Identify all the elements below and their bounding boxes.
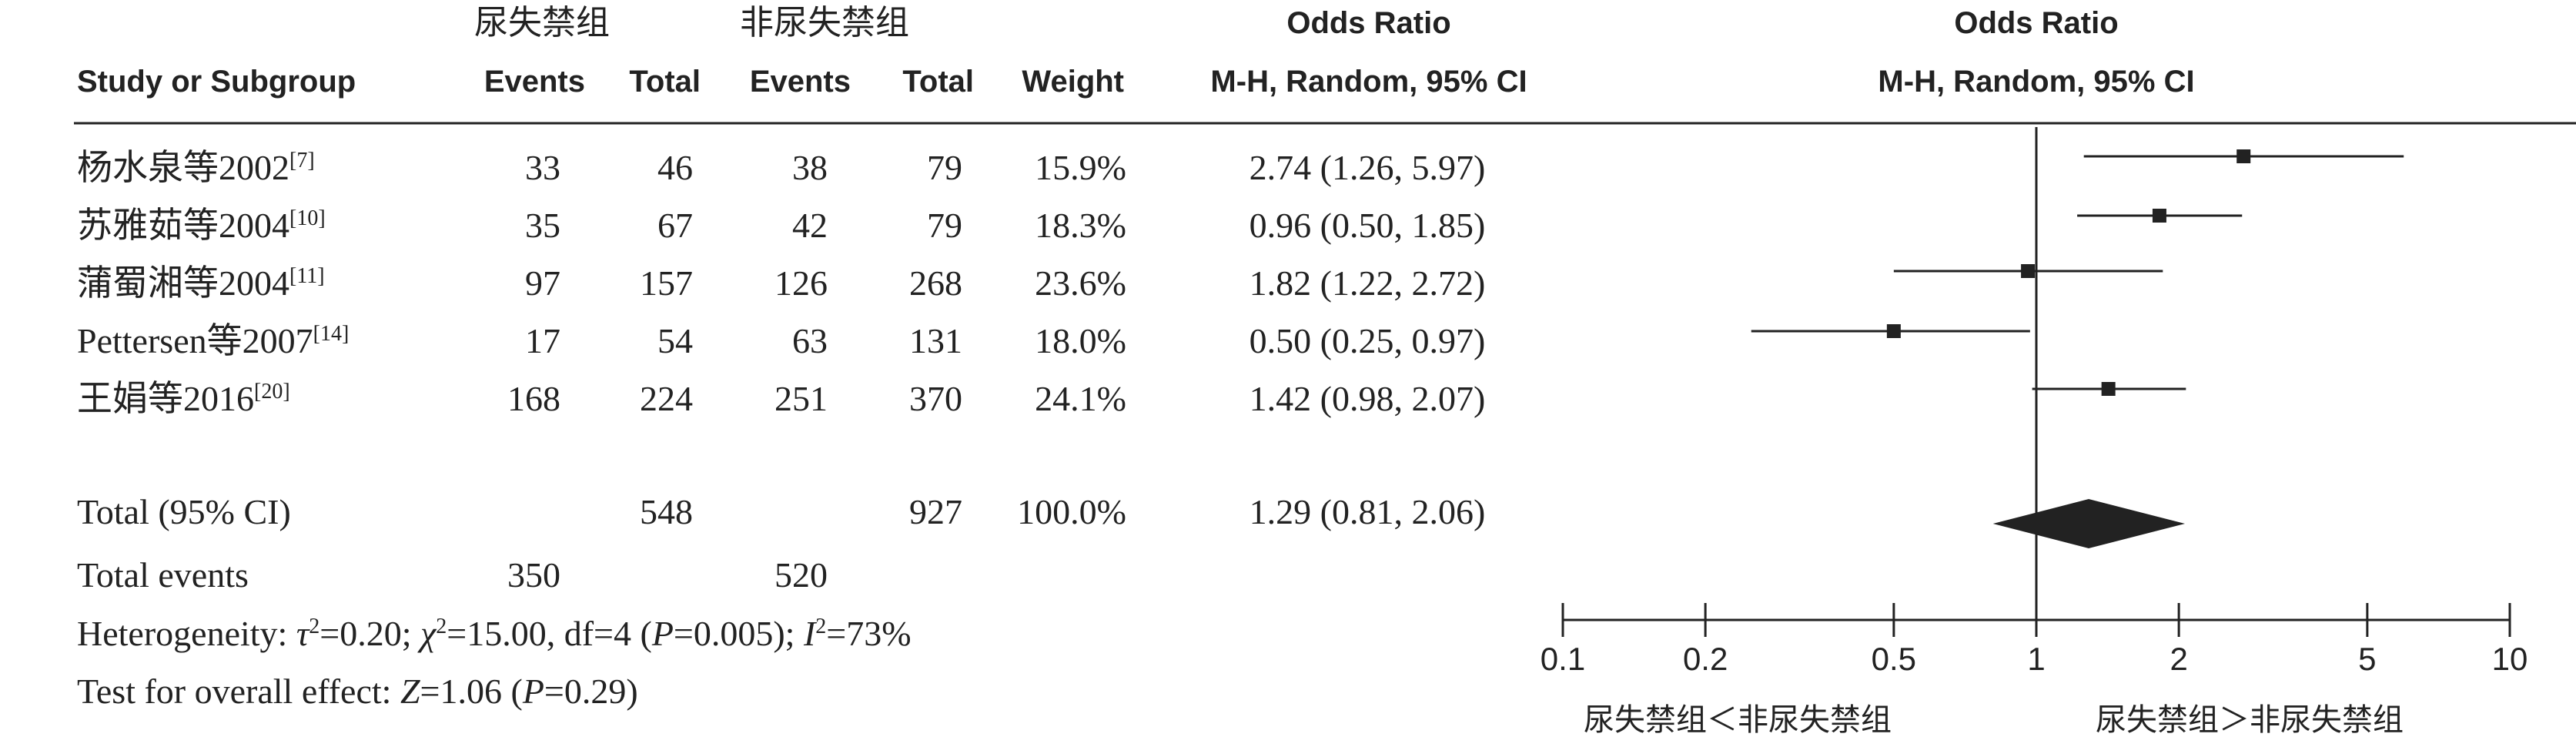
events2-cell: 251 bbox=[774, 379, 828, 418]
total2-sum: 927 bbox=[909, 492, 962, 531]
x-tick-label: 5 bbox=[2358, 641, 2376, 677]
study-row: Pettersen等2007[14] 17 54 63 131 18.0% 0.… bbox=[77, 321, 1485, 360]
study-reference: [7] bbox=[289, 149, 315, 173]
total1-cell: 67 bbox=[657, 206, 693, 245]
events1-cell: 97 bbox=[525, 263, 560, 303]
study-name: 杨水泉等2002 bbox=[77, 148, 289, 187]
total-events-row: Total events 350 520 bbox=[77, 555, 828, 595]
study-row: 王娟等2016[20] 168 224 251 370 24.1% 1.42 (… bbox=[77, 379, 1485, 418]
x-tick-label: 0.5 bbox=[1872, 641, 1916, 677]
point-estimate-square bbox=[2152, 209, 2166, 223]
plot-title: Odds Ratio bbox=[1954, 6, 2118, 40]
study-name: 苏雅茹等2004 bbox=[77, 206, 289, 245]
point-estimate-square bbox=[2021, 264, 2036, 278]
ci-cell: 0.50 (0.25, 0.97) bbox=[1250, 321, 1486, 360]
events2-header: Events bbox=[750, 65, 851, 99]
total-label: Total (95% CI) bbox=[77, 492, 291, 531]
total1-cell: 224 bbox=[640, 379, 693, 418]
total2-cell: 370 bbox=[909, 379, 962, 418]
ci-cell: 1.42 (0.98, 2.07) bbox=[1250, 379, 1486, 418]
favours-right-label: 尿失禁组＞非尿失禁组 bbox=[2096, 702, 2404, 737]
total-events2: 520 bbox=[774, 555, 828, 595]
heterogeneity-stats: Heterogeneity: τ2=0.20; χ2=15.00, df=4 (… bbox=[77, 614, 912, 653]
study-row: 蒲蜀湘等2004[11] 97 157 126 268 23.6% 1.82 (… bbox=[77, 263, 1485, 303]
x-tick-label: 0.1 bbox=[1541, 641, 1585, 677]
events1-cell: 17 bbox=[525, 321, 560, 360]
total1-cell: 46 bbox=[657, 148, 693, 187]
events1-cell: 33 bbox=[525, 148, 560, 187]
total-ci: 1.29 (0.81, 2.06) bbox=[1250, 492, 1486, 531]
events2-cell: 126 bbox=[774, 263, 828, 303]
svg-text:杨水泉等2002[7]: 杨水泉等2002[7] bbox=[77, 148, 315, 187]
total-events-label: Total events bbox=[77, 555, 249, 595]
weight-cell: 18.0% bbox=[1035, 321, 1126, 360]
total2-header: Total bbox=[902, 65, 974, 99]
point-estimate-square bbox=[2101, 382, 2116, 396]
x-tick-label: 2 bbox=[2170, 641, 2187, 677]
group1-header: 尿失禁组 bbox=[474, 3, 610, 42]
plot-method-header: M-H, Random, 95% CI bbox=[1878, 65, 2194, 99]
weight-cell: 18.3% bbox=[1035, 206, 1126, 245]
study-reference: [20] bbox=[254, 380, 290, 404]
total1-sum: 548 bbox=[640, 492, 693, 531]
total2-cell: 79 bbox=[927, 148, 962, 187]
study-name: 王娟等2016 bbox=[77, 379, 254, 418]
ci-cell: 2.74 (1.26, 5.97) bbox=[1250, 148, 1486, 187]
ci-cell: 1.82 (1.22, 2.72) bbox=[1250, 263, 1486, 303]
events1-cell: 35 bbox=[525, 206, 560, 245]
or-column-title: Odds Ratio bbox=[1286, 6, 1450, 40]
study-reference: [14] bbox=[313, 322, 350, 346]
x-tick-label: 1 bbox=[2027, 641, 2045, 677]
weight-cell: 23.6% bbox=[1035, 263, 1126, 303]
ci-cell: 0.96 (0.50, 1.85) bbox=[1250, 206, 1486, 245]
study-column-header: Study or Subgroup bbox=[77, 65, 356, 99]
study-row: 苏雅茹等2004[10] 35 67 42 79 18.3% 0.96 (0.5… bbox=[77, 206, 1485, 245]
events2-cell: 38 bbox=[792, 148, 828, 187]
study-name: Pettersen等2007 bbox=[77, 321, 313, 360]
events2-cell: 42 bbox=[792, 206, 828, 245]
total1-cell: 54 bbox=[657, 321, 693, 360]
svg-text:Pettersen等2007[14]: Pettersen等2007[14] bbox=[77, 321, 349, 360]
total-events1: 350 bbox=[507, 555, 560, 595]
total2-cell: 79 bbox=[927, 206, 962, 245]
events1-header: Events bbox=[484, 65, 585, 99]
events1-cell: 168 bbox=[507, 379, 560, 418]
weight-cell: 24.1% bbox=[1035, 379, 1126, 418]
events2-cell: 63 bbox=[792, 321, 828, 360]
pooled-diamond bbox=[1992, 499, 2186, 548]
point-estimate-square bbox=[2236, 149, 2251, 163]
x-tick-label: 10 bbox=[2492, 641, 2528, 677]
or-method-header: M-H, Random, 95% CI bbox=[1210, 65, 1527, 99]
svg-text:蒲蜀湘等2004[11]: 蒲蜀湘等2004[11] bbox=[77, 263, 325, 303]
study-name: 蒲蜀湘等2004 bbox=[77, 263, 289, 303]
weight-header: Weight bbox=[1022, 65, 1124, 99]
total2-cell: 268 bbox=[909, 263, 962, 303]
overall-effect-test: Test for overall effect: Z=1.06 (P=0.29) bbox=[77, 672, 638, 711]
group2-header: 非尿失禁组 bbox=[740, 3, 909, 42]
svg-text:王娟等2016[20]: 王娟等2016[20] bbox=[77, 379, 290, 418]
weight-cell: 15.9% bbox=[1035, 148, 1126, 187]
point-estimate-square bbox=[1886, 324, 1901, 338]
total1-cell: 157 bbox=[640, 263, 693, 303]
total2-cell: 131 bbox=[909, 321, 962, 360]
total-row: Total (95% CI) 548 927 100.0% 1.29 (0.81… bbox=[77, 492, 1485, 531]
study-reference: [11] bbox=[289, 264, 325, 288]
total1-header: Total bbox=[629, 65, 701, 99]
x-tick-label: 0.2 bbox=[1683, 641, 1728, 677]
svg-text:苏雅茹等2004[10]: 苏雅茹等2004[10] bbox=[77, 206, 326, 245]
total-weight: 100.0% bbox=[1017, 492, 1126, 531]
study-reference: [10] bbox=[289, 206, 326, 230]
favours-left-label: 尿失禁组＜非尿失禁组 bbox=[1584, 702, 1892, 737]
study-row: 杨水泉等2002[7] 33 46 38 79 15.9% 2.74 (1.26… bbox=[77, 148, 1485, 187]
plot-area: 0.1 0.2 0.5 1 2 5 10 bbox=[1541, 127, 2528, 677]
